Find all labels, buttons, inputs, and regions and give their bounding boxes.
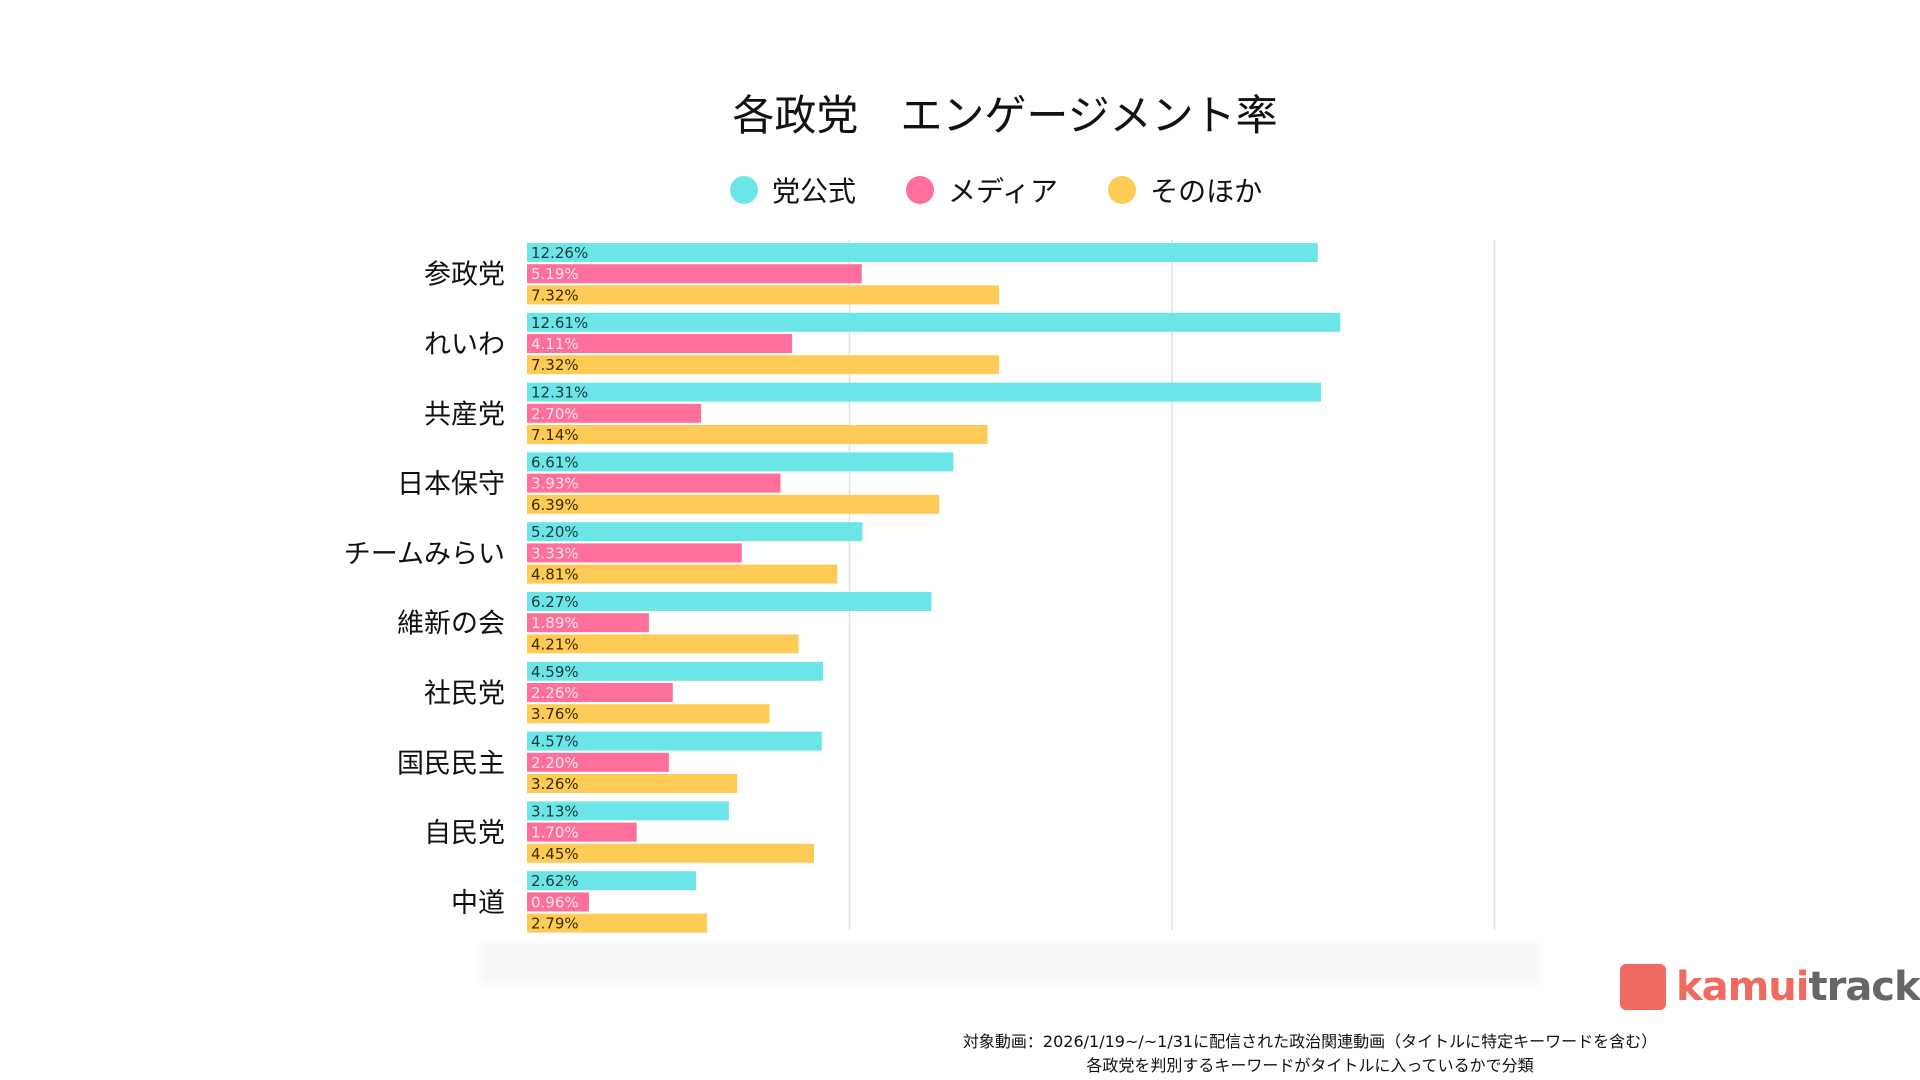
- category-label: 国民民主: [397, 748, 505, 779]
- data-label: 3.13%: [531, 802, 579, 820]
- legend-swatch: [1108, 176, 1137, 204]
- data-label: 7.32%: [531, 286, 579, 304]
- x-axis-blurred: [480, 942, 1540, 984]
- legend-swatch: [730, 176, 758, 204]
- bar: [527, 355, 1000, 375]
- legend-item-media: メディア: [906, 170, 1058, 210]
- logo-text-tracker: tracker: [1808, 964, 1920, 1010]
- data-label: 7.32%: [531, 356, 579, 374]
- data-label: 12.61%: [531, 314, 588, 332]
- bar: [527, 452, 954, 472]
- data-label: 0.96%: [531, 893, 579, 911]
- bar: [527, 913, 707, 933]
- kamuitracker-logo: kamuitracker: [1620, 964, 1920, 1010]
- bar: [527, 382, 1321, 402]
- data-label: 4.81%: [531, 566, 579, 584]
- data-label: 3.93%: [531, 475, 579, 493]
- bar: [527, 661, 824, 681]
- bar: [527, 243, 1318, 262]
- bar: [527, 774, 738, 793]
- data-label: 4.11%: [531, 335, 579, 353]
- data-label: 2.20%: [531, 754, 579, 772]
- data-label: 6.39%: [531, 496, 579, 514]
- legend: 党公式 メディア そのほか: [730, 170, 1262, 210]
- bar: [527, 264, 862, 284]
- data-label: 4.57%: [531, 733, 579, 751]
- data-label: 5.19%: [531, 265, 579, 283]
- chart-title: 各政党 エンゲージメント率: [732, 91, 1278, 140]
- data-label: 3.26%: [531, 775, 579, 793]
- category-label: 維新の会: [397, 609, 505, 640]
- bar: [527, 403, 702, 423]
- bar: [527, 822, 637, 842]
- bar: [527, 425, 988, 444]
- data-label: 6.61%: [531, 453, 579, 471]
- data-label: 7.14%: [531, 426, 579, 444]
- chart-trend-icon: [1620, 964, 1666, 1010]
- bar: [527, 613, 649, 633]
- data-label: 2.26%: [531, 684, 579, 702]
- legend-label: そのほか: [1150, 175, 1263, 208]
- legend-item-official: 党公式: [730, 170, 856, 210]
- bar: [527, 494, 940, 514]
- bar: [527, 334, 793, 353]
- data-label: 2.79%: [531, 915, 579, 933]
- category-label: 中道: [451, 888, 505, 919]
- category-label: 日本保守: [397, 469, 505, 500]
- data-label: 3.33%: [531, 544, 579, 562]
- category-label: 共産党: [424, 399, 505, 430]
- legend-item-other: そのほか: [1108, 170, 1262, 210]
- bar: [527, 683, 673, 702]
- category-label: れいわ: [424, 330, 505, 361]
- bar: [527, 285, 1000, 305]
- data-label: 6.27%: [531, 593, 579, 611]
- bar: [527, 634, 799, 654]
- footnote-line-2: 各政党を判別するキーワードがタイトルに入っているかで分類: [1086, 1056, 1534, 1075]
- bar: [527, 704, 770, 724]
- bar: [527, 843, 815, 863]
- data-label: 1.89%: [531, 614, 579, 632]
- bar: [527, 543, 742, 563]
- category-label: チームみらい: [344, 539, 505, 570]
- logo-text-kamui: kamui: [1676, 964, 1809, 1010]
- data-label: 3.76%: [531, 705, 579, 723]
- bar: [527, 801, 729, 821]
- category-label: 社民党: [424, 679, 505, 710]
- data-label: 2.62%: [531, 872, 579, 890]
- bar: [527, 564, 838, 584]
- bar: [527, 522, 863, 542]
- bar: [527, 892, 589, 912]
- bar: [527, 592, 932, 611]
- data-label: 12.31%: [531, 384, 588, 402]
- bar: [527, 752, 669, 772]
- data-label: 1.70%: [531, 824, 579, 842]
- data-label: 2.70%: [531, 405, 579, 423]
- data-label: 4.59%: [531, 663, 579, 681]
- data-label: 5.20%: [531, 523, 579, 541]
- category-label: 参政党: [424, 260, 505, 291]
- bar: [527, 312, 1341, 332]
- data-label: 4.21%: [531, 635, 579, 653]
- legend-swatch: [906, 176, 935, 204]
- data-label: 12.26%: [531, 244, 588, 262]
- footnote-line-1: 対象動画：2026/1/19~/~1/31に配信された政治関連動画（タイトルに特…: [962, 1032, 1658, 1051]
- bar: [527, 731, 822, 751]
- legend-label: 党公式: [772, 175, 857, 208]
- category-label: 自民党: [424, 818, 505, 849]
- bar: [527, 871, 696, 891]
- legend-label: メディア: [948, 175, 1059, 208]
- footnote: 対象動画：2026/1/19~/~1/31に配信された政治関連動画（タイトルに特…: [810, 1030, 1810, 1078]
- data-label: 4.45%: [531, 845, 579, 863]
- bar: [527, 473, 781, 493]
